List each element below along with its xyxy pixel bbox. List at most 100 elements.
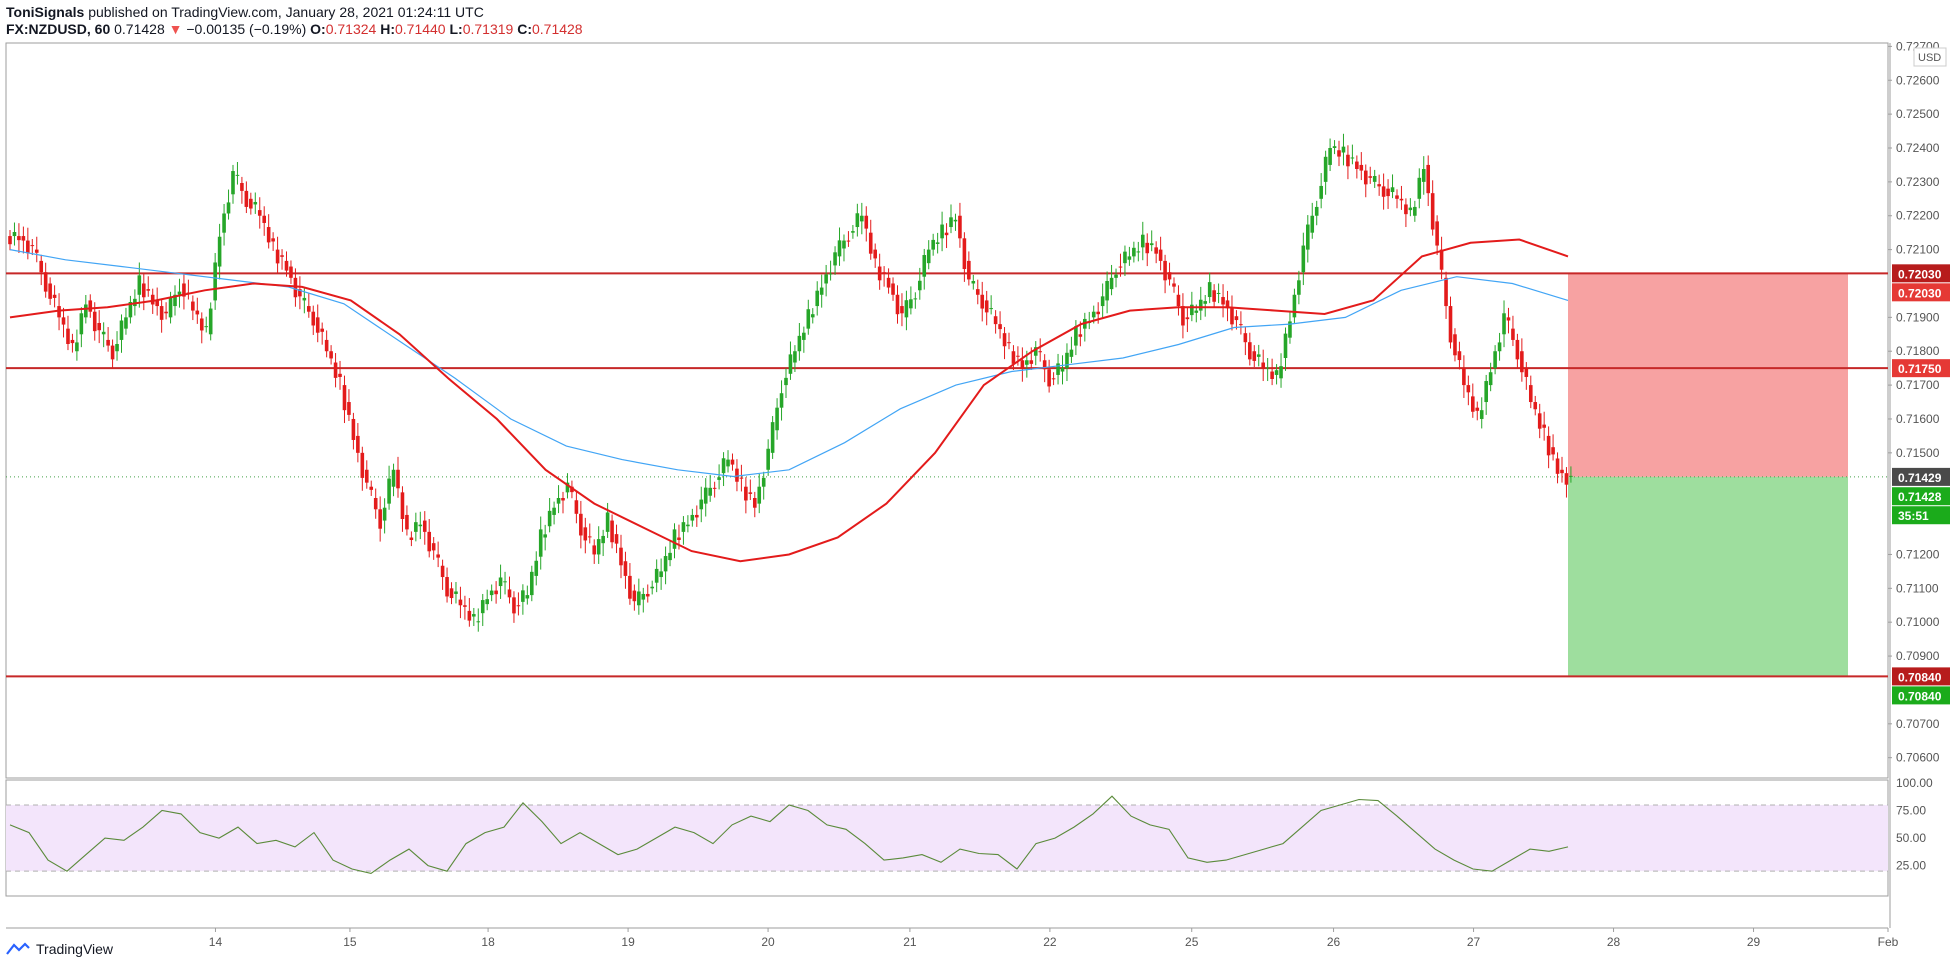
time-tick-label: 14 bbox=[209, 935, 223, 949]
candle-body bbox=[1555, 458, 1560, 474]
price-tag bbox=[1892, 359, 1950, 378]
candle-body bbox=[953, 219, 958, 222]
candle-body bbox=[1020, 360, 1025, 369]
candle-body bbox=[1140, 234, 1145, 248]
candle-body bbox=[1132, 247, 1136, 257]
candle-body bbox=[721, 458, 726, 474]
open-label: O: bbox=[310, 21, 326, 37]
candle-body bbox=[993, 316, 998, 325]
candle-body bbox=[632, 590, 637, 602]
down-arrow-icon: ▼ bbox=[168, 21, 183, 37]
candle-body bbox=[307, 306, 311, 312]
candle-body bbox=[1194, 310, 1199, 313]
candle-body bbox=[1560, 469, 1564, 474]
price-tag-text: 0.71429 bbox=[1898, 471, 1942, 485]
price-tag-text: 0.72030 bbox=[1898, 267, 1942, 281]
candle-body bbox=[414, 522, 418, 532]
low-label: L: bbox=[449, 21, 463, 37]
candle-body bbox=[351, 418, 356, 440]
candle-body bbox=[1292, 294, 1297, 318]
candle-body bbox=[1444, 277, 1448, 307]
candle-body bbox=[686, 524, 690, 527]
candle-body bbox=[101, 331, 106, 335]
candle-body bbox=[1515, 339, 1520, 360]
candle-body bbox=[226, 202, 231, 214]
candle-body bbox=[1323, 156, 1328, 182]
candle-body bbox=[1051, 378, 1056, 380]
candle-body bbox=[476, 621, 481, 623]
candle-body bbox=[1154, 247, 1158, 254]
candle-body bbox=[1417, 177, 1422, 199]
candle-body bbox=[244, 190, 249, 207]
symbol-title[interactable]: FX:NZDUSD, 60 bbox=[6, 21, 111, 37]
time-tick-label: 29 bbox=[1747, 935, 1761, 949]
price-tick-label: 0.71100 bbox=[1896, 581, 1939, 595]
candle-body bbox=[984, 300, 989, 313]
candle-body bbox=[1069, 349, 1074, 357]
candle-body bbox=[739, 477, 744, 479]
candle-body bbox=[1011, 351, 1016, 364]
candle-body bbox=[79, 313, 84, 335]
candle-body bbox=[418, 524, 423, 527]
price-tick-label: 0.71600 bbox=[1896, 412, 1940, 426]
candle-body bbox=[75, 342, 79, 352]
price-tag bbox=[1892, 667, 1950, 686]
time-tick-label: Feb bbox=[1878, 935, 1899, 949]
candle-body bbox=[802, 332, 806, 340]
candle-body bbox=[284, 260, 289, 271]
candle-body bbox=[958, 215, 962, 239]
candle-body bbox=[191, 301, 195, 311]
candle-body bbox=[1368, 176, 1373, 178]
price-tag bbox=[1892, 467, 1950, 486]
candle-body bbox=[1471, 396, 1475, 412]
candle-body bbox=[1502, 313, 1506, 335]
time-tick-label: 18 bbox=[481, 935, 495, 949]
price-tick-label: 0.71800 bbox=[1896, 344, 1940, 358]
candle-body bbox=[833, 252, 837, 266]
candle-body bbox=[168, 297, 173, 318]
candle-body bbox=[1426, 164, 1431, 194]
candle-body bbox=[614, 534, 619, 544]
candle-body bbox=[463, 605, 467, 607]
candle-body bbox=[1279, 366, 1283, 379]
candle-body bbox=[815, 290, 820, 307]
candle-body bbox=[324, 339, 329, 352]
candle-body bbox=[654, 568, 659, 583]
candle-body bbox=[177, 291, 182, 295]
candle-body bbox=[387, 478, 391, 504]
candle-body bbox=[975, 289, 980, 295]
candle-body bbox=[1377, 184, 1381, 187]
price-tag-text: 0.70840 bbox=[1898, 670, 1942, 684]
candle-body bbox=[494, 590, 498, 595]
price-tag-text: 0.71428 bbox=[1898, 490, 1942, 504]
candle-body bbox=[556, 498, 561, 504]
candle-body bbox=[886, 277, 891, 288]
time-tick-label: 20 bbox=[761, 935, 775, 949]
candle-body bbox=[1359, 164, 1364, 171]
candle-body bbox=[431, 543, 436, 551]
candle-body bbox=[84, 304, 88, 318]
high-value: 0.71440 bbox=[394, 21, 446, 37]
candle-body bbox=[217, 236, 222, 267]
candle-body bbox=[1332, 146, 1337, 148]
price-tick-label: 0.70600 bbox=[1896, 751, 1940, 765]
candle-body bbox=[391, 469, 396, 487]
candle-body bbox=[1065, 352, 1069, 369]
time-tick-label: 19 bbox=[621, 935, 635, 949]
candle-body bbox=[39, 260, 44, 273]
candle-body bbox=[489, 590, 494, 596]
candle-body bbox=[1528, 385, 1533, 403]
candle-body bbox=[708, 487, 712, 496]
publisher-name[interactable]: ToniSignals bbox=[6, 4, 85, 20]
candle-body bbox=[1252, 351, 1257, 361]
candle-body bbox=[534, 560, 539, 576]
candle-body bbox=[1270, 371, 1274, 379]
candle-body bbox=[717, 477, 721, 480]
price-tag-text: 0.71750 bbox=[1898, 362, 1942, 376]
candle-body bbox=[1506, 317, 1511, 321]
candle-body bbox=[298, 289, 302, 297]
tradingview-footer[interactable]: TradingView bbox=[6, 941, 113, 957]
candle-body bbox=[1288, 321, 1292, 338]
low-value: 0.71319 bbox=[462, 21, 514, 37]
